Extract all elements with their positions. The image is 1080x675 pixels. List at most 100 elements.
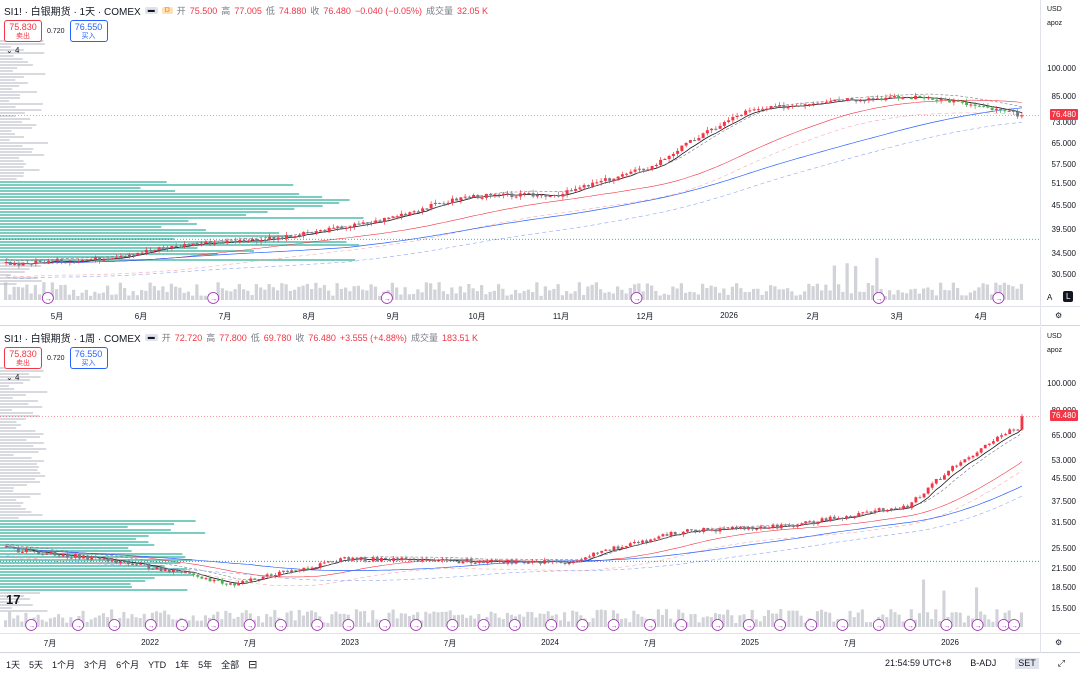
volume-profile-bar xyxy=(0,193,300,195)
range-4[interactable]: 6个月 xyxy=(116,660,140,670)
candle-body xyxy=(744,110,748,115)
range-3[interactable]: 3个月 xyxy=(84,660,108,670)
candle-body xyxy=(110,258,114,260)
candle-body xyxy=(41,554,45,556)
candle-body xyxy=(204,578,208,580)
settings-icon[interactable]: ⚙ xyxy=(1055,638,1063,647)
volume-bar xyxy=(412,293,416,300)
buy-button[interactable]: 76.550 买入 xyxy=(69,20,108,42)
settings-icon[interactable]: ⚙ xyxy=(1055,311,1063,320)
volume-bar xyxy=(752,288,756,300)
volume-bar xyxy=(448,610,452,627)
minus-icon[interactable]: ▬ xyxy=(144,7,158,14)
candle-body xyxy=(632,541,636,544)
sell-button[interactable]: 75.830 卖出 xyxy=(4,20,42,42)
event-marker-arrow: → xyxy=(1011,623,1018,630)
range-1[interactable]: 5天 xyxy=(29,660,44,670)
symbol-title[interactable]: SI1! · 白银期货 · 1天 · COMEX xyxy=(4,7,141,18)
candle-body xyxy=(306,232,310,234)
event-marker-icon xyxy=(380,292,393,304)
weekly-plot-area[interactable]: → → → → → → → → → → → → → → → → → → → → → → → → → → → → → → → SI1! · 白… xyxy=(0,327,1040,633)
volume-profile-bar xyxy=(0,511,32,513)
volume-bar xyxy=(363,610,367,627)
volume-bar xyxy=(803,622,807,627)
daily-chart-pane[interactable]: → → → → → → SI1! · 白银期货 · 1天 · COMEX ▬ D 开 75.… xyxy=(0,0,1080,326)
volume-profile-bar xyxy=(0,457,32,459)
volume-bar xyxy=(722,614,726,627)
volume-profile-bar xyxy=(0,112,25,114)
daily-time-axis[interactable]: 5月 6月 7月 8月 9月 10月 11月 12月 2026 2月 3月 4月 xyxy=(0,306,1040,326)
candle-body xyxy=(441,558,445,561)
unit-label[interactable]: apoz xyxy=(1047,347,1063,354)
candle-body xyxy=(510,559,514,564)
session-toggle[interactable]: SET xyxy=(1015,658,1039,669)
trade-buttons: 75.830 卖出 0.720 76.550 买入 xyxy=(4,347,108,369)
candle-body xyxy=(881,508,885,512)
volume-profile-bar xyxy=(0,589,188,591)
candle-body xyxy=(73,554,77,558)
candle-body xyxy=(571,561,575,564)
candle-body xyxy=(506,559,510,564)
indicator-toggle[interactable]: ⌄ 4 xyxy=(6,46,20,55)
fullscreen-icon[interactable]: ⤢ xyxy=(1057,658,1065,668)
daily-price-axis[interactable]: USD apoz 100.000 85.000 73.000 65.000 57.500… xyxy=(1040,0,1080,306)
volume-profile-bar xyxy=(0,73,46,75)
range-0[interactable]: 1天 xyxy=(6,660,21,670)
auto-scale-button[interactable]: A xyxy=(1047,293,1053,302)
candle-body xyxy=(251,238,255,241)
volume-profile-bar xyxy=(0,229,206,231)
daily-chart-svg[interactable]: → → → → → → xyxy=(0,0,1040,306)
minus-icon[interactable]: ▬ xyxy=(144,334,158,341)
sell-button[interactable]: 75.830 卖出 xyxy=(4,347,42,369)
volume-profile-bar xyxy=(0,283,17,285)
candle-body xyxy=(246,240,250,243)
range-2[interactable]: 1个月 xyxy=(52,660,76,670)
weekly-chart-pane[interactable]: → → → → → → → → → → → → → → → → → → → → → → → → → → → → → → → SI1! · 白… xyxy=(0,327,1080,653)
candle-body xyxy=(948,99,952,103)
range-7[interactable]: 5年 xyxy=(198,660,213,670)
buy-button[interactable]: 76.550 买入 xyxy=(69,347,108,369)
volume-profile-bar xyxy=(0,178,17,180)
adjustment-toggle[interactable]: B-ADJ xyxy=(970,658,997,668)
volume-bar xyxy=(331,295,335,300)
candle-body xyxy=(450,198,454,203)
volume-bar xyxy=(730,615,734,627)
log-scale-button[interactable]: L xyxy=(1063,291,1074,302)
volume-profile-bar xyxy=(0,214,247,216)
volume-bar xyxy=(375,619,379,627)
volume-bar xyxy=(769,285,773,300)
volume-bar xyxy=(590,284,594,300)
candle-body xyxy=(477,560,481,563)
daily-plot-area[interactable]: → → → → → → SI1! · 白银期货 · 1天 · COMEX ▬ D 开 75.… xyxy=(0,0,1040,306)
candle-body xyxy=(269,574,273,577)
currency-label[interactable]: USD xyxy=(1047,6,1062,13)
weekly-price-axis[interactable]: USD apoz 100.00080.00065.00053.00045.500… xyxy=(1040,327,1080,633)
candle-body xyxy=(569,190,573,192)
clock[interactable]: 21:54:59 UTC+8 xyxy=(884,658,952,668)
candle-body xyxy=(1020,416,1024,430)
date-range-icon[interactable]: ⊟ xyxy=(248,659,258,671)
candle-body xyxy=(531,193,535,197)
volume-bar xyxy=(991,621,995,627)
weekly-time-axis[interactable]: 7月 2022 7月 2023 7月 2024 7月 2025 7月 2026 xyxy=(0,633,1040,653)
candle-body xyxy=(661,534,665,537)
currency-label[interactable]: USD xyxy=(1047,333,1062,340)
volume-bar xyxy=(542,613,546,627)
candle-body xyxy=(565,190,569,194)
weekly-chart-svg[interactable]: → → → → → → → → → → → → → → → → → → → → → → → → → → → → → → → xyxy=(0,327,1040,633)
tradingview-logo[interactable]: 17 xyxy=(6,592,21,607)
indicator-toggle[interactable]: ⌄ 4 xyxy=(6,373,20,382)
range-5[interactable]: YTD xyxy=(148,659,167,670)
unit-label[interactable]: apoz xyxy=(1047,20,1063,27)
volume-bar xyxy=(191,295,195,300)
candle-body xyxy=(608,549,612,551)
volume-bar xyxy=(69,617,73,627)
range-8[interactable]: 全部 xyxy=(221,660,240,670)
volume-bar xyxy=(297,609,301,627)
symbol-title[interactable]: SI1! · 白银期货 · 1周 · COMEX xyxy=(4,334,141,345)
volume-bar xyxy=(526,611,530,627)
candle-body xyxy=(242,239,246,243)
event-marker-arrow: → xyxy=(647,623,654,630)
range-6[interactable]: 1年 xyxy=(175,660,190,670)
candle-body xyxy=(625,173,629,175)
